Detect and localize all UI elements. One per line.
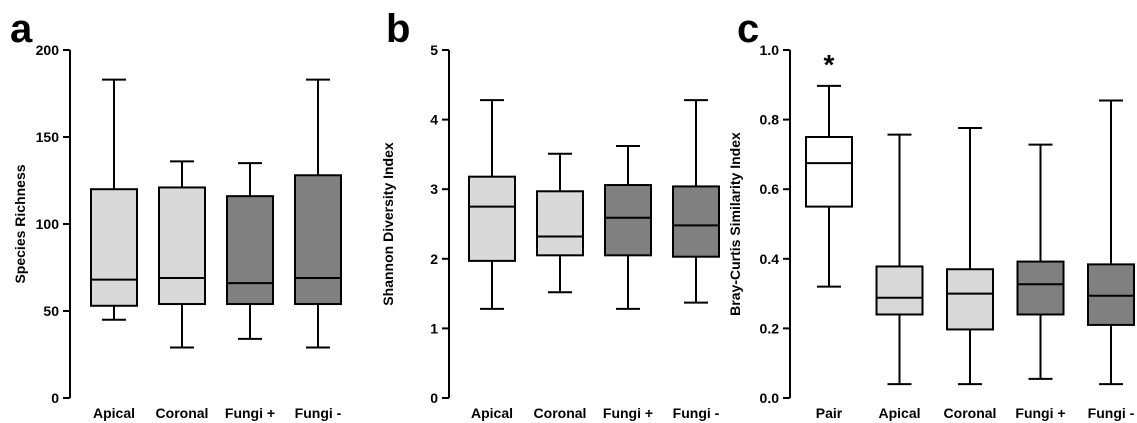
box-coronal xyxy=(158,160,206,349)
y-tick-label: 0.6 xyxy=(760,181,780,197)
y-tick-label: 0.0 xyxy=(760,390,780,406)
x-category-label: Pair xyxy=(816,405,843,421)
x-category-label: Fungi + xyxy=(603,405,653,421)
y-tick-label: 200 xyxy=(36,42,60,58)
box-iqr xyxy=(875,265,924,316)
x-category-label: Fungi - xyxy=(1088,405,1135,421)
panel-letter: c xyxy=(737,7,759,51)
box-iqr xyxy=(536,190,584,257)
y-axis-label: Shannon Diversity Index xyxy=(380,142,396,306)
box-fungi xyxy=(604,145,652,310)
panel-letter: b xyxy=(386,7,410,51)
box-apical xyxy=(90,78,138,321)
x-category-label: Coronal xyxy=(156,405,209,421)
y-axis-label: Species Richness xyxy=(12,164,28,283)
box-coronal xyxy=(536,152,584,294)
y-tick-label: 0.8 xyxy=(760,112,780,128)
y-tick-label: 0 xyxy=(430,390,438,406)
box-iqr xyxy=(158,186,206,306)
chart-panel-a: a Species Richness 0 50 100 150 200 Apical Coron… xyxy=(10,7,342,421)
y-tick-label: 5 xyxy=(430,42,438,58)
y-tick-label: 100 xyxy=(36,216,60,232)
box-iqr xyxy=(468,175,516,262)
box-iqr xyxy=(1016,260,1065,316)
significance-asterisk: * xyxy=(824,49,835,80)
box-iqr xyxy=(805,136,853,208)
y-axis-label: Bray-Curtis Similarity Index xyxy=(727,132,743,316)
y-tick-label: 0.2 xyxy=(760,320,780,336)
y-tick-label: 1 xyxy=(430,320,438,336)
box-fungi xyxy=(672,99,720,304)
chart-panel-c: c Bray-Curtis Similarity Index 0.0 0.2 0.4 0.… xyxy=(727,7,1135,421)
y-tick-label: 4 xyxy=(430,112,438,128)
box-iqr xyxy=(946,268,994,331)
y-tick-label: 2 xyxy=(430,251,438,267)
y-tick-label: 0.4 xyxy=(760,251,780,267)
box-apical xyxy=(468,99,516,310)
x-category-label: Apical xyxy=(93,405,135,421)
box-fungi xyxy=(1087,99,1135,386)
x-category-label: Coronal xyxy=(534,405,587,421)
box-pair xyxy=(805,84,853,288)
box-iqr xyxy=(672,185,720,258)
x-category-label: Fungi - xyxy=(673,405,720,421)
box-fungi xyxy=(294,78,342,349)
box-fungi xyxy=(1016,143,1065,380)
panel-letter: a xyxy=(10,7,33,51)
x-category-label: Apical xyxy=(471,405,513,421)
y-tick-label: 0 xyxy=(51,390,59,406)
x-category-label: Coronal xyxy=(944,405,997,421)
box-coronal xyxy=(946,126,994,386)
x-category-label: Fungi - xyxy=(295,405,342,421)
box-iqr xyxy=(604,184,652,257)
box-iqr xyxy=(90,188,138,307)
box-iqr xyxy=(1087,263,1135,326)
box-apical xyxy=(875,133,924,386)
y-tick-label: 50 xyxy=(43,303,59,319)
box-iqr xyxy=(294,174,342,306)
y-tick-label: 1.0 xyxy=(760,42,780,58)
x-category-label: Fungi + xyxy=(225,405,275,421)
x-category-label: Fungi + xyxy=(1015,405,1065,421)
y-tick-label: 150 xyxy=(36,129,60,145)
chart-panel-b: b Shannon Diversity Index 0 1 2 3 4 5 Apical Coro… xyxy=(380,7,720,421)
box-iqr xyxy=(226,195,274,306)
box-fungi xyxy=(226,162,274,340)
y-tick-label: 3 xyxy=(430,181,438,197)
x-category-label: Apical xyxy=(878,405,920,421)
